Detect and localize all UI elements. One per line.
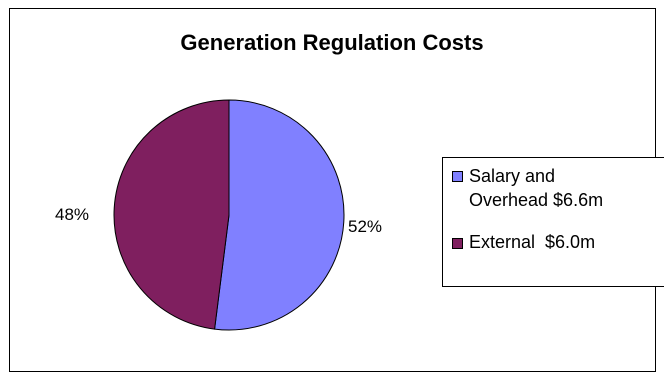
legend-label-salary-overhead-line1: Salary and [469,166,556,186]
chart-title: Generation Regulation Costs [180,30,484,55]
pie-slice-salary-overhead [214,99,345,331]
legend: Salary and Overhead $6.6m External $6.0m [442,157,664,287]
legend-label-external: External $6.0m [469,232,596,252]
legend-swatch-external [452,238,463,249]
pct-label-external: 48% [55,205,89,224]
pie-slice-external [113,99,230,330]
legend-label-salary-overhead-line2: Overhead $6.6m [469,190,604,210]
legend-swatch-salary-overhead [452,171,463,182]
pct-label-salary-overhead: 52% [348,217,382,236]
